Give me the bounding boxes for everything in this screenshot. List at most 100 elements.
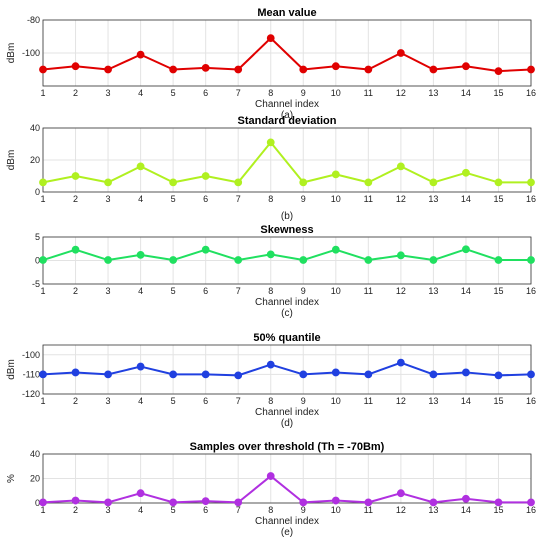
x-tick-label: 16 (526, 505, 536, 515)
data-point (136, 489, 145, 498)
data-point (39, 65, 47, 74)
x-tick-label: 6 (203, 88, 208, 98)
x-tick-label: 16 (526, 286, 536, 296)
x-tick-label: 7 (236, 286, 241, 296)
data-point (234, 498, 243, 507)
data-point (462, 368, 470, 377)
y-axis-label: dBm (6, 150, 17, 171)
x-tick-label: 6 (203, 396, 208, 406)
x-tick-label: 7 (236, 396, 241, 406)
data-point (494, 178, 503, 187)
data-point (527, 498, 535, 507)
x-tick-label: 3 (106, 194, 111, 204)
y-axis-label: % (6, 474, 17, 483)
y-tick-label: -80 (27, 15, 40, 25)
data-point (169, 65, 178, 74)
data-point (299, 178, 308, 187)
x-tick-label: 8 (268, 194, 273, 204)
data-point (331, 368, 340, 377)
x-tick-label: 4 (138, 505, 143, 515)
data-point (201, 370, 210, 379)
data-point (39, 498, 47, 507)
data-point (266, 138, 275, 147)
x-tick-label: 13 (428, 396, 438, 406)
x-tick-label: 10 (331, 194, 341, 204)
x-tick-label: 6 (203, 194, 208, 204)
y-tick-label: 0 (35, 498, 40, 508)
series-line (42, 248, 531, 262)
data-point (136, 162, 145, 171)
plot-frame (42, 127, 532, 193)
data-point (266, 472, 275, 480)
x-tick-label: 1 (40, 194, 45, 204)
x-tick-label: 12 (396, 505, 406, 515)
x-tick-label: 1 (40, 505, 45, 515)
x-tick-label: 2 (73, 88, 78, 98)
y-tick-label: 40 (30, 123, 40, 133)
series-line (42, 141, 531, 184)
y-tick-label: 40 (30, 449, 40, 459)
data-point (396, 358, 405, 367)
x-tick-label: 3 (106, 396, 111, 406)
data-point (462, 494, 470, 503)
y-tick-label: 20 (30, 474, 40, 484)
data-point (266, 250, 275, 259)
data-point (331, 62, 340, 71)
series-line (42, 37, 532, 73)
x-tick-label: 15 (493, 194, 503, 204)
x-tick-label: 14 (461, 88, 471, 98)
chart-title: Standard deviation (237, 115, 336, 127)
y-tick-label: -5 (32, 279, 40, 289)
data-point (299, 65, 308, 74)
x-tick-label: 8 (268, 396, 273, 406)
data-point (396, 251, 405, 260)
data-point (169, 178, 178, 187)
x-tick-label: 11 (364, 505, 373, 515)
x-tick-label: 14 (461, 286, 471, 296)
x-tick-label: 15 (493, 88, 503, 98)
x-tick-label: 3 (106, 505, 111, 515)
x-tick-label: 4 (138, 396, 143, 406)
x-tick-label: 10 (331, 286, 341, 296)
x-tick-label: 12 (396, 194, 406, 204)
x-tick-label: 3 (106, 88, 111, 98)
y-tick-label: 20 (30, 155, 40, 165)
x-axis-label: Channel index (255, 516, 319, 527)
x-tick-label: 12 (396, 88, 406, 98)
data-point (396, 162, 405, 171)
x-tick-label: 2 (73, 194, 78, 204)
chart-title: Mean value (257, 7, 316, 19)
data-point (104, 65, 112, 74)
x-tick-label: 4 (138, 88, 143, 98)
x-axis-label: Channel index (255, 407, 319, 418)
panel-sublabel: (b) (281, 211, 293, 222)
x-tick-label: 1 (40, 88, 45, 98)
data-point (201, 245, 210, 254)
data-point (364, 256, 373, 264)
x-tick-label: 14 (461, 194, 471, 204)
x-tick-label: 5 (171, 88, 176, 98)
chart-title: Samples over threshold (Th = -70Bm) (190, 441, 385, 453)
x-tick-label: 4 (138, 194, 143, 204)
y-axis-label: dBm (6, 359, 17, 380)
data-point (299, 498, 308, 507)
x-axis-label: Channel index (255, 297, 319, 308)
data-point (136, 250, 145, 259)
plot-frame (42, 344, 532, 395)
x-tick-label: 10 (331, 88, 341, 98)
data-point (234, 178, 243, 187)
y-tick-label: 0 (35, 256, 40, 266)
series-line (42, 361, 532, 377)
data-point (331, 496, 340, 505)
data-point (494, 498, 503, 507)
y-tick-label: 5 (35, 232, 40, 242)
data-point (169, 256, 178, 264)
data-point (331, 245, 340, 254)
x-tick-label: 2 (73, 396, 78, 406)
data-point (201, 172, 210, 180)
x-tick-label: 2 (73, 286, 78, 296)
y-tick-label: -100 (22, 350, 40, 360)
x-tick-label: 6 (203, 505, 208, 515)
chart-title: 50% quantile (253, 332, 320, 344)
